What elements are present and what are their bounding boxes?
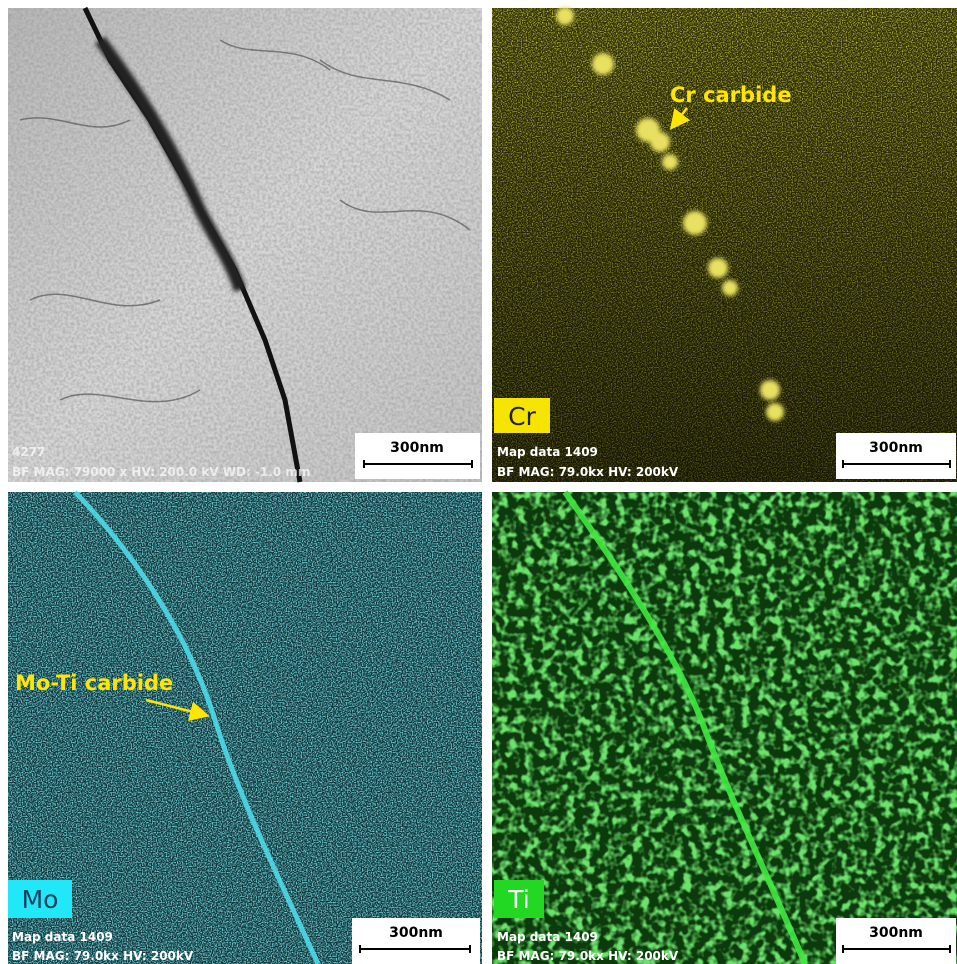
caption: 4277 xyxy=(12,445,45,459)
caption: BF MAG: 79.0kx HV: 200kV xyxy=(497,949,679,963)
mo-texture xyxy=(8,492,482,964)
bf-panel: 4277 BF MAG: 79000 x HV: 200.0 kV WD: -1… xyxy=(8,8,482,482)
page: {"panels": [ {"caption_lines": ["4277", … xyxy=(0,0,957,964)
annotation: Cr carbide xyxy=(670,83,792,107)
annotation: Mo-Ti carbide xyxy=(15,671,173,695)
element-label: Cr xyxy=(508,402,536,431)
scale-label: 300nm xyxy=(869,925,923,941)
bf-texture xyxy=(8,8,482,482)
caption: Map data 1409 xyxy=(497,445,598,459)
element-label: Ti xyxy=(507,885,529,914)
ti-panel: Ti Map data 1409 BF MAG: 79.0kx HV: 200k… xyxy=(492,492,957,964)
scale-label: 300nm xyxy=(390,440,444,456)
scale-label: 300nm xyxy=(869,440,923,456)
caption: BF MAG: 79000 x HV: 200.0 kV WD: -1.0 mm xyxy=(12,465,310,479)
figure: 4277 BF MAG: 79000 x HV: 200.0 kV WD: -1… xyxy=(0,0,957,964)
scale-label: 300nm xyxy=(389,925,443,941)
caption: BF MAG: 79.0kx HV: 200kV xyxy=(12,949,194,963)
element-label: Mo xyxy=(22,885,59,914)
caption: BF MAG: 79.0kx HV: 200kV xyxy=(497,465,679,479)
cr-fade xyxy=(492,8,957,482)
cr-panel: Cr Cr carbide Map data 1409 BF MAG: 79.0… xyxy=(492,7,957,482)
mo-panel: Mo Mo-Ti carbide Map data 1409 BF MAG: 7… xyxy=(8,492,482,964)
caption: Map data 1409 xyxy=(497,930,598,944)
ti-texture xyxy=(492,492,957,964)
caption: Map data 1409 xyxy=(12,930,113,944)
